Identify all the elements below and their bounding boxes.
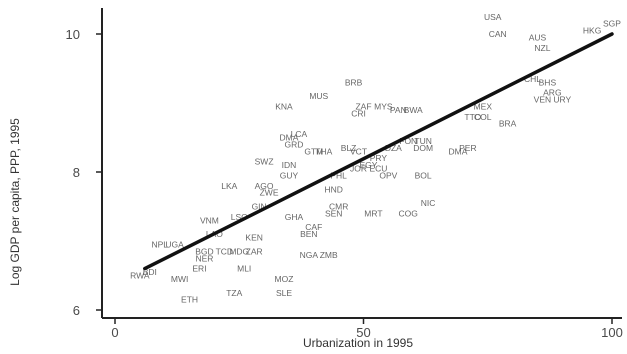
x-tick-label: 0 <box>111 325 118 340</box>
point-label-mex: MEX <box>474 101 493 111</box>
point-label-gtm: GTM <box>304 146 323 156</box>
fit-line <box>143 32 614 271</box>
point-label-pan: PAN <box>390 105 407 115</box>
point-label-tto: TTO <box>464 112 481 122</box>
point-label-bol: BOL <box>415 170 432 180</box>
y-tick-label: 8 <box>73 165 80 180</box>
point-label-mli: MLI <box>237 264 251 274</box>
point-label-zar: ZAR <box>246 246 263 256</box>
point-label-chl: CHL <box>524 74 541 84</box>
point-label-phl: PHL <box>330 170 347 180</box>
point-label-lso: LSO <box>231 212 248 222</box>
point-label-lka: LKA <box>221 181 237 191</box>
point-label-egy: EGY <box>359 160 377 170</box>
point-label-ner: NER <box>195 253 213 263</box>
point-label-nic: NIC <box>421 198 436 208</box>
point-label-kna: KNA <box>275 101 293 111</box>
point-label-mys: MYS <box>374 101 393 111</box>
x-axis-title: Urbanization in 1995 <box>303 336 413 350</box>
point-label-eth: ETH <box>181 295 198 305</box>
point-label-per: PER <box>459 143 476 153</box>
point-label-col: COL <box>474 112 492 122</box>
y-axis-title: Log GDP per capita, PPP, 1995 <box>8 118 22 286</box>
point-label-npl: NPL <box>151 239 168 249</box>
y-tick-label: 6 <box>73 303 80 318</box>
point-label-cmr: CMR <box>329 202 348 212</box>
point-label-grd: GRD <box>284 139 303 149</box>
point-label-ken: KEN <box>245 233 262 243</box>
point-label-dom: DOM <box>413 143 433 153</box>
point-label-bdi: BDI <box>143 267 157 277</box>
point-label-gha: GHA <box>285 212 304 222</box>
point-label-zmb: ZMB <box>320 250 338 260</box>
point-label-guy: GUY <box>280 170 299 180</box>
point-label-mwi: MWI <box>171 274 188 284</box>
point-label-vct: VCT <box>350 146 367 156</box>
point-label-ury: URY <box>553 95 571 105</box>
point-label-mrt: MRT <box>364 208 382 218</box>
axes <box>101 8 622 319</box>
point-label-sle: SLE <box>276 288 292 298</box>
point-label-mus: MUS <box>309 91 328 101</box>
point-label-can: CAN <box>489 29 507 39</box>
point-label-aus: AUS <box>529 32 547 42</box>
point-label-sen: SEN <box>325 208 342 218</box>
point-label-pry: PRY <box>370 153 388 163</box>
fit-line-group <box>143 32 614 271</box>
point-label-mdg: MDG <box>229 246 249 256</box>
point-label-gin: GIN <box>252 202 267 212</box>
point-label-nga: NGA <box>300 250 319 260</box>
point-label-swz: SWZ <box>255 157 274 167</box>
point-label-ven: VEN <box>534 95 551 105</box>
x-tick-label: 50 <box>356 325 370 340</box>
point-label-hnd: HND <box>324 184 342 194</box>
point-label-eri: ERI <box>192 264 206 274</box>
point-label-brb: BRB <box>345 77 363 87</box>
point-label-moz: MOZ <box>275 274 294 284</box>
point-label-uga: UGA <box>165 239 184 249</box>
point-label-bwa: BWA <box>404 105 423 115</box>
y-tick-label: 10 <box>66 27 80 42</box>
point-label-jor: JOR <box>350 164 367 174</box>
point-label-bgd: BGD <box>195 246 213 256</box>
point-label-dza: DZA <box>385 143 402 153</box>
point-label-nzl: NZL <box>534 43 550 53</box>
point-label-sgp: SGP <box>603 19 621 29</box>
point-label-opv: OPV <box>379 170 397 180</box>
point-label-lca: LCA <box>291 129 308 139</box>
point-label-cri: CRI <box>351 108 366 118</box>
point-label-idn: IDN <box>282 160 297 170</box>
point-label-tun: TUN <box>414 136 431 146</box>
point-label-dma: DMA <box>448 146 467 156</box>
point-label-vnm: VNM <box>200 215 219 225</box>
point-label-zwe: ZWE <box>260 188 279 198</box>
point-label-bhs: BHS <box>539 77 557 87</box>
x-tick-label: 100 <box>601 325 623 340</box>
point-label-ago: AGO <box>255 181 274 191</box>
point-label-zaf: ZAF <box>355 101 371 111</box>
point-label-bra: BRA <box>499 119 517 129</box>
point-label-dma: DMA <box>280 133 299 143</box>
ticks: 0 50 100 6 8 10 <box>66 27 623 340</box>
point-label-tcd: TCD <box>216 246 233 256</box>
point-label-tza: TZA <box>226 288 242 298</box>
point-label-blz: BLZ <box>341 143 357 153</box>
point-label-ben: BEN <box>300 229 317 239</box>
point-label-caf: CAF <box>305 222 322 232</box>
point-label-rwa: RWA <box>130 271 150 281</box>
point-label-usa: USA <box>484 12 502 22</box>
point-label-fon: FON <box>399 136 417 146</box>
point-label-arg: ARG <box>543 88 561 98</box>
point-label-cog: COG <box>399 208 418 218</box>
point-label-ecu: ECU <box>369 164 387 174</box>
point-label-hkg: HKG <box>583 26 601 36</box>
point-label-tha: THA <box>315 146 332 156</box>
